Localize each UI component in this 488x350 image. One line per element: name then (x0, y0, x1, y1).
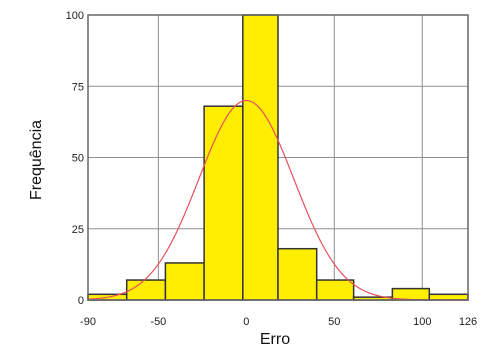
y-tick-label: 0 (78, 295, 84, 307)
x-tick-label: -90 (80, 316, 96, 328)
x-tick-label: 50 (328, 316, 340, 328)
y-tick-label: 50 (72, 153, 84, 165)
plot-border (87, 14, 469, 301)
y-tick-label: 100 (66, 10, 84, 22)
x-tick-label: 100 (413, 316, 431, 328)
x-tick-label: 0 (243, 316, 249, 328)
histogram-bar (277, 247, 318, 301)
normal-curve (87, 99, 468, 301)
y-axis-label: Frequência (28, 120, 45, 200)
histogram-bar (428, 293, 469, 301)
x-tick-label: 126 (459, 316, 477, 328)
histogram-bar (203, 105, 244, 301)
histogram-bar (315, 279, 355, 301)
y-tick-labels: 0 25 50 75 100 (66, 10, 84, 307)
plot-frame (87, 14, 469, 301)
histogram-bar (242, 14, 279, 301)
histogram-bar (125, 279, 167, 301)
histogram-bar (164, 262, 205, 301)
y-tick-label: 25 (72, 224, 84, 236)
y-tick-label: 75 (72, 81, 84, 93)
x-tick-labels: -90 -50 0 50 100 126 (80, 316, 477, 328)
x-tick-label: -50 (150, 316, 166, 328)
normal-curve-layer (87, 99, 468, 301)
x-axis-label: Erro (260, 331, 290, 348)
